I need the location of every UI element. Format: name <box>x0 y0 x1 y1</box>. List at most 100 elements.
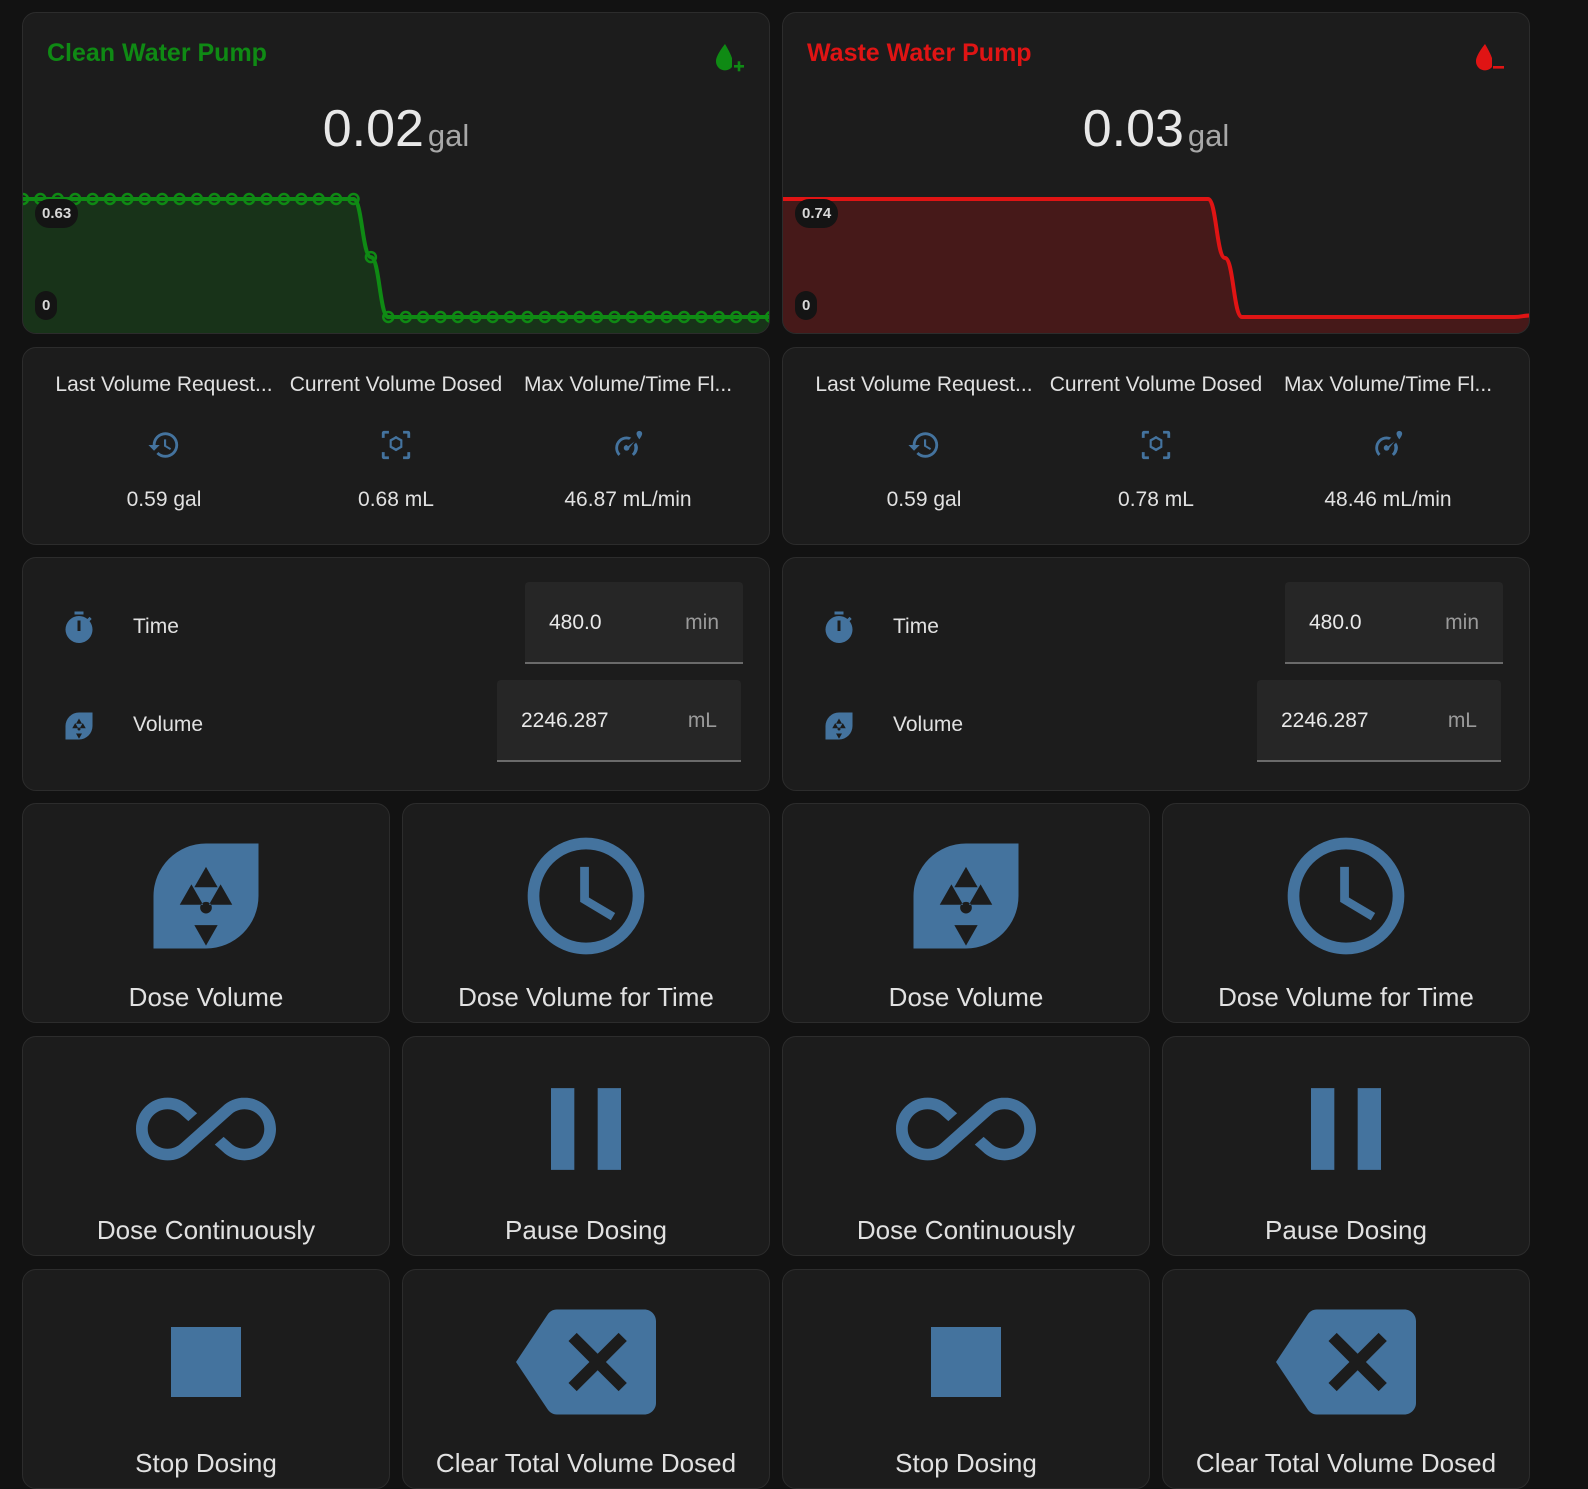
clean-glance-card: Last Volume Request... 0.59 gal Current … <box>22 347 770 545</box>
clean-pump-title: Clean Water Pump <box>47 39 267 67</box>
clean-chart-point <box>242 192 256 206</box>
waste-pause-dosing-button[interactable]: Pause Dosing <box>1162 1036 1530 1256</box>
button-label: Pause Dosing <box>505 1215 667 1245</box>
button-label: Dose Volume <box>888 982 1044 1012</box>
volume-value: 2246.287 <box>521 709 609 732</box>
waste-clear-total-button[interactable]: Clear Total Volume Dosed <box>1162 1269 1530 1489</box>
clean-pump-chart <box>23 192 769 333</box>
waste-pump-title: Waste Water Pump <box>807 39 1032 67</box>
clean-dose-volume-button[interactable]: Dose Volume <box>22 803 390 1023</box>
clean-chart-point <box>23 192 30 206</box>
button-label: Pause Dosing <box>1265 1215 1427 1245</box>
waste-y-min-label: 0 <box>795 291 818 320</box>
clean-y-max-label: 0.63 <box>35 199 79 228</box>
glance-item-current-volume[interactable]: Current Volume Dosed 0.78 mL <box>1039 348 1273 544</box>
button-label: Clear Total Volume Dosed <box>1195 1448 1497 1478</box>
waste-stop-dosing-button[interactable]: Stop Dosing <box>782 1269 1150 1489</box>
clean-dose-volume-time-button[interactable]: Dose Volume for Time <box>402 803 770 1023</box>
waste-pump-value: 0.03 gal <box>783 99 1529 159</box>
timer-icon <box>825 611 853 643</box>
waste-pump-graph-card[interactable]: Waste Water Pump 0.03 gal 0.74 0 <box>782 12 1530 334</box>
time-value: 480.0 <box>1309 611 1362 634</box>
clean-chart-point <box>260 192 273 206</box>
clean-chart-point <box>556 310 569 324</box>
clean-stop-dosing-button[interactable]: Stop Dosing <box>22 1269 390 1489</box>
pause-icon <box>1311 1088 1381 1170</box>
glance-item-last-volume[interactable]: Last Volume Request... 0.59 gal <box>47 348 281 544</box>
button-label: Stop Dosing <box>135 1448 277 1478</box>
pause-icon <box>551 1088 621 1170</box>
backspace-icon <box>516 1309 656 1415</box>
button-label: Stop Dosing <box>895 1448 1037 1478</box>
time-label: Time <box>893 615 939 638</box>
volume-input[interactable]: 2246.287 mL <box>497 680 741 762</box>
clean-dose-continuously-button[interactable]: Dose Continuously <box>22 1036 390 1256</box>
time-input[interactable]: 480.0 min <box>1285 582 1503 664</box>
clean-chart-point <box>608 310 621 324</box>
glance-state: 46.87 mL/min <box>564 488 692 511</box>
stop-icon <box>171 1327 241 1397</box>
volume-label: Volume <box>133 713 204 736</box>
clean-chart-line <box>23 197 769 319</box>
glance-state: 0.59 gal <box>126 488 202 511</box>
stop-icon <box>931 1327 1001 1397</box>
speedometer-icon <box>1375 430 1403 456</box>
clean-chart-point <box>729 310 743 324</box>
clean-chart-point <box>764 311 769 323</box>
volume-unit: mL <box>1447 709 1477 732</box>
waste-entities-card: Time 480.0 min Volume 2246.287 mL <box>782 557 1530 791</box>
glance-state: 0.59 gal <box>886 488 962 511</box>
waste-dose-volume-button[interactable]: Dose Volume <box>782 803 1150 1023</box>
clean-pump-graph-card[interactable]: Clean Water Pump 0.02 gal 0.63 0 <box>22 12 770 334</box>
clean-chart-point <box>347 192 360 206</box>
waste-y-max-label: 0.74 <box>795 199 839 228</box>
clean-pump-value: 0.02 gal <box>23 99 769 159</box>
clean-chart-point <box>712 310 726 324</box>
clean-chart-point <box>364 250 378 264</box>
glance-item-max-flow[interactable]: Max Volume/Time Fl... 48.46 mL/min <box>1271 348 1505 544</box>
waste-chart-area <box>783 199 1529 333</box>
clean-chart-point <box>103 192 117 206</box>
clean-chart-point <box>677 310 691 324</box>
water-minus-icon <box>1475 44 1504 71</box>
waste-chart-line <box>783 197 1529 319</box>
clean-chart-point <box>208 192 221 206</box>
clean-chart-point <box>590 310 604 324</box>
button-label: Dose Continuously <box>856 1215 1076 1245</box>
button-label: Dose Volume for Time <box>458 982 714 1012</box>
timer-icon <box>65 611 93 643</box>
clean-clear-total-button[interactable]: Clear Total Volume Dosed <box>402 1269 770 1489</box>
button-label: Dose Continuously <box>96 1215 316 1245</box>
clean-entities-card: Time 480.0 min Volume 2246.287 mL <box>22 557 770 791</box>
speedometer-icon <box>615 430 643 456</box>
clean-chart-point <box>503 310 517 324</box>
history-icon <box>908 432 939 458</box>
clean-chart-point <box>469 310 482 324</box>
time-unit: min <box>1445 611 1479 634</box>
time-input[interactable]: 480.0 min <box>525 582 743 664</box>
clean-chart-point <box>138 192 152 206</box>
clean-value-unit: gal <box>427 118 470 153</box>
infinity-icon <box>136 1097 276 1161</box>
glance-item-max-flow[interactable]: Max Volume/Time Fl... 46.87 mL/min <box>511 348 745 544</box>
volume-label: Volume <box>893 713 964 736</box>
glance-name: Last Volume Request... <box>55 373 273 396</box>
history-icon <box>148 432 179 458</box>
clean-chart-point <box>173 192 186 206</box>
time-value: 480.0 <box>549 611 602 634</box>
clean-chart-point <box>121 192 134 206</box>
volume-input[interactable]: 2246.287 mL <box>1257 680 1501 762</box>
time-row: Time 480.0 min <box>783 582 1529 672</box>
waste-dose-continuously-button[interactable]: Dose Continuously <box>782 1036 1150 1256</box>
glance-item-current-volume[interactable]: Current Volume Dosed 0.68 mL <box>279 348 513 544</box>
clean-chart-point <box>538 310 552 324</box>
clean-pause-dosing-button[interactable]: Pause Dosing <box>402 1036 770 1256</box>
button-label: Clear Total Volume Dosed <box>435 1448 737 1478</box>
glance-name: Max Volume/Time Fl... <box>523 373 733 396</box>
clean-y-min-label: 0 <box>35 291 58 320</box>
pump-icon <box>913 843 1019 949</box>
waste-dose-volume-time-button[interactable]: Dose Volume for Time <box>1162 803 1530 1023</box>
clean-chart-point <box>329 192 343 206</box>
glance-item-last-volume[interactable]: Last Volume Request... 0.59 gal <box>807 348 1041 544</box>
clean-chart-point <box>660 310 673 324</box>
